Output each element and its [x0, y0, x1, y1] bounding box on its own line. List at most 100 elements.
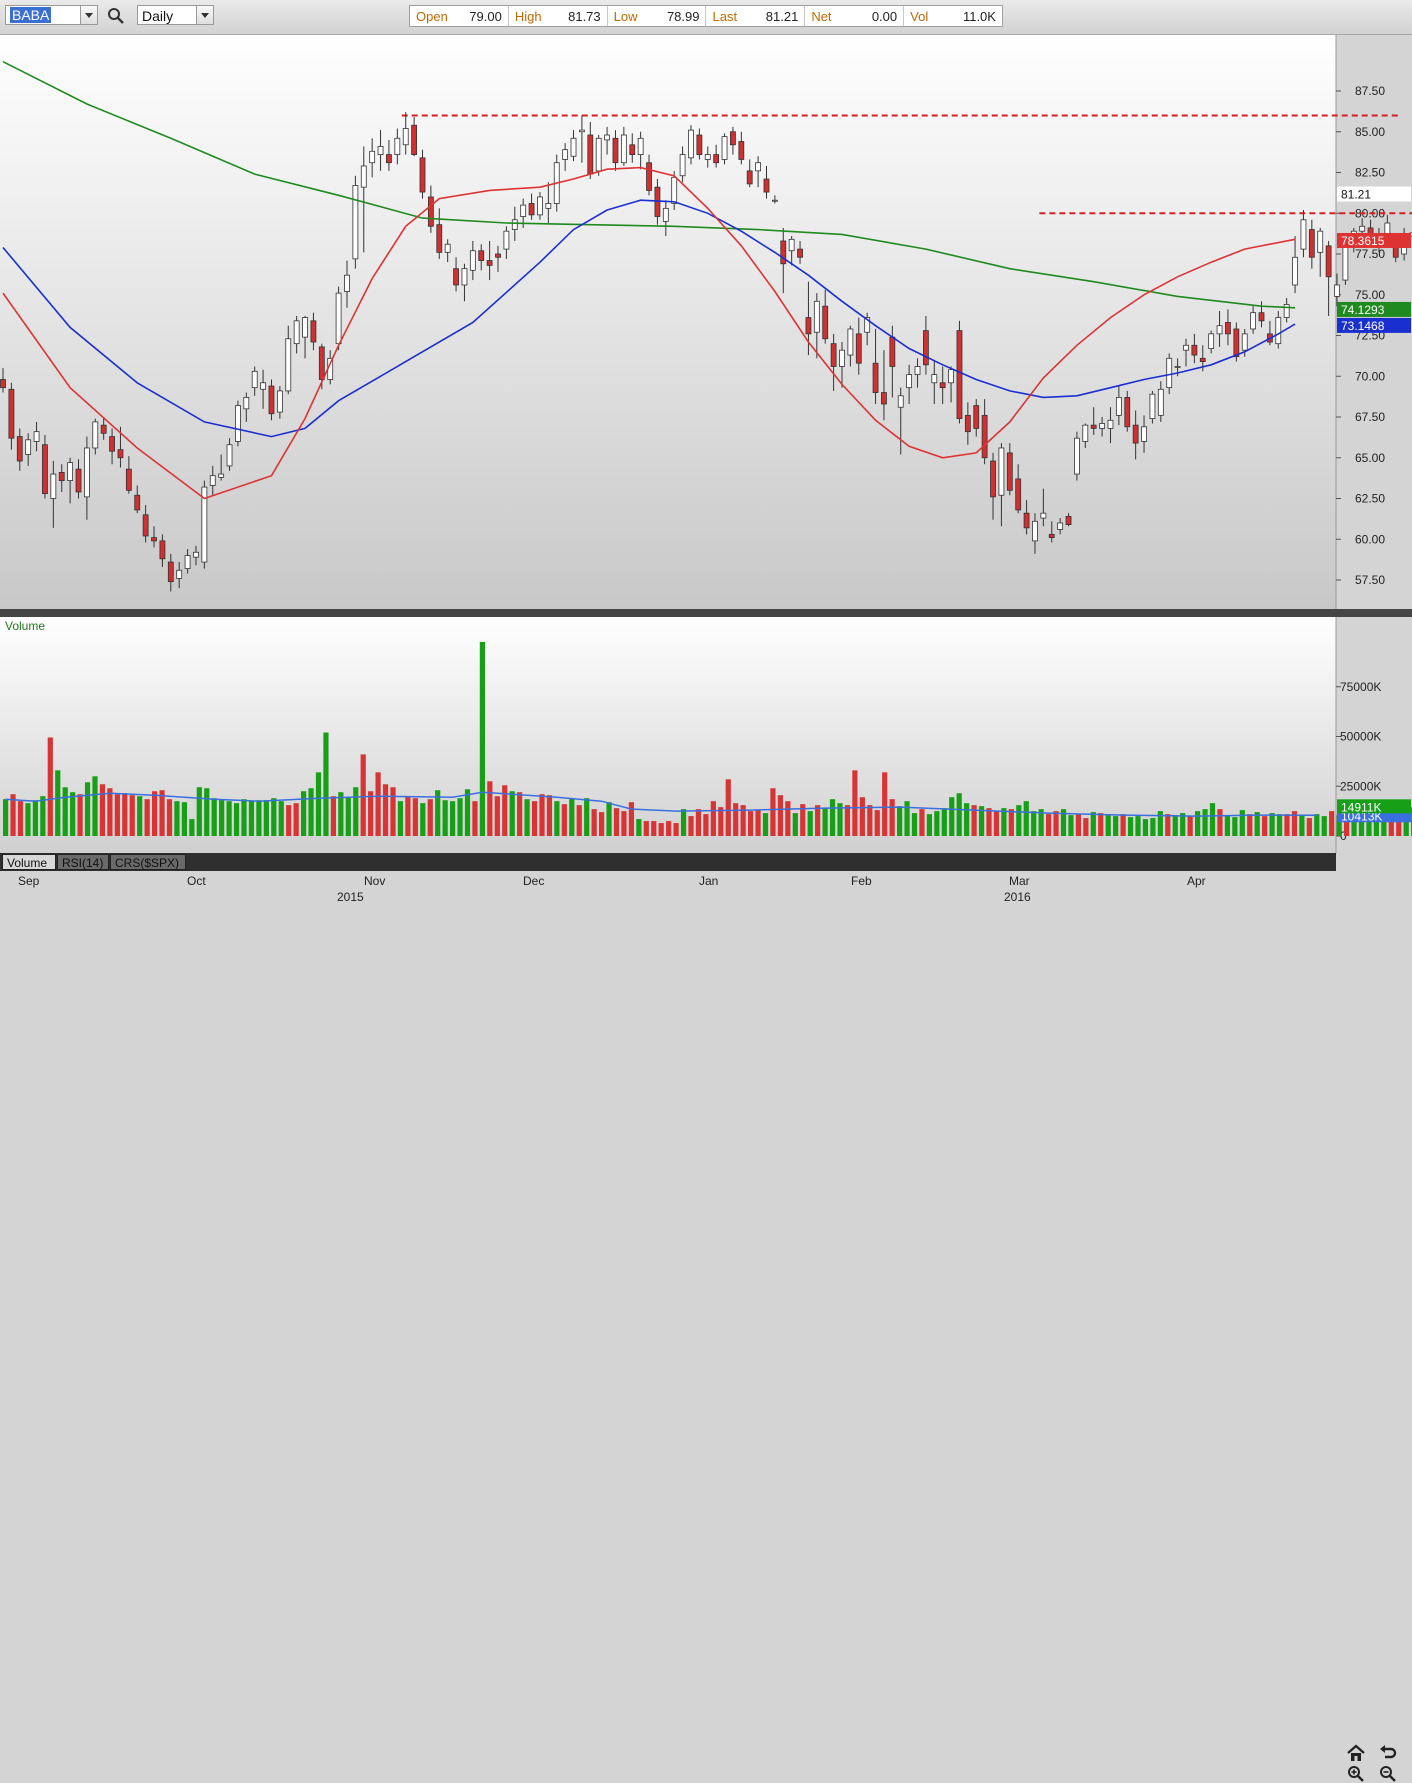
- volume-bar: [18, 801, 23, 836]
- candle-body: [395, 138, 400, 154]
- symbol-dropdown-button[interactable]: [80, 6, 97, 24]
- volume-bar: [1091, 812, 1096, 836]
- candle-body: [1234, 329, 1239, 357]
- volume-bar: [860, 797, 865, 836]
- volume-bar: [1202, 809, 1207, 836]
- volume-bar: [711, 801, 716, 836]
- volume-bar: [1270, 813, 1275, 836]
- volume-bar: [376, 772, 381, 836]
- month-label: Oct: [187, 874, 206, 888]
- price-plot-area: [0, 35, 1336, 609]
- candle-body: [789, 239, 794, 250]
- volume-bar: [1031, 811, 1036, 836]
- volume-bar: [368, 791, 373, 836]
- candle-body: [798, 249, 803, 257]
- candle-body: [504, 231, 509, 249]
- candle-body: [1, 380, 6, 388]
- candle-body: [93, 422, 98, 448]
- volume-bar: [227, 801, 232, 836]
- candle-body: [286, 339, 291, 391]
- candle-body: [772, 200, 777, 201]
- candle-body: [1142, 427, 1147, 442]
- volume-bar: [167, 799, 172, 836]
- price-chart[interactable]: 57.5060.0062.5065.0067.5070.0072.5075.00…: [0, 35, 1412, 609]
- candle-body: [1032, 521, 1037, 541]
- candle-body: [185, 556, 190, 569]
- volume-bar: [249, 801, 254, 836]
- quote-value: 81.21: [766, 9, 799, 24]
- panel-divider[interactable]: [0, 609, 1412, 617]
- candle-body: [479, 251, 484, 261]
- volume-bar: [353, 787, 358, 836]
- price-axis-label: 87.50: [1355, 84, 1385, 98]
- candle-body: [1049, 534, 1054, 537]
- candle-body: [814, 301, 819, 332]
- candle-body: [412, 125, 417, 154]
- volume-bar: [331, 796, 336, 836]
- volume-bar: [986, 808, 991, 836]
- volume-bar: [867, 805, 872, 836]
- candle-body: [1225, 322, 1230, 333]
- candle-body: [437, 225, 442, 253]
- volume-bar: [390, 787, 395, 836]
- volume-axis-label: 75000K: [1340, 680, 1381, 694]
- volume-bar: [748, 811, 753, 836]
- candle-body: [982, 415, 987, 457]
- candle-body: [386, 155, 391, 163]
- candle-body: [848, 329, 853, 355]
- candle-body: [638, 138, 643, 154]
- candle-body: [445, 244, 450, 252]
- volume-bar: [92, 776, 97, 836]
- candle-body: [1066, 516, 1071, 524]
- candle-body: [1360, 226, 1365, 231]
- candle-body: [1175, 366, 1180, 367]
- candle-body: [1192, 345, 1197, 355]
- volume-bar: [1277, 814, 1282, 836]
- candle-body: [1058, 523, 1063, 530]
- ma-slow-label: 74.1293: [1341, 303, 1385, 317]
- volume-bar: [472, 801, 477, 836]
- zoom-out-icon[interactable]: [1378, 1764, 1398, 1782]
- price-axis-label: 60.00: [1355, 532, 1385, 546]
- undo-icon[interactable]: [1378, 1744, 1398, 1762]
- volume-bar: [413, 798, 418, 836]
- volume-bar: [241, 799, 246, 836]
- candle-body: [1125, 397, 1130, 426]
- candle-body: [76, 469, 81, 492]
- candle-body: [1309, 230, 1314, 258]
- tab-rsi[interactable]: RSI(14): [57, 854, 109, 870]
- candle-body: [370, 151, 375, 162]
- tab-crs[interactable]: CRS($SPX): [110, 854, 186, 870]
- volume-bar: [1001, 808, 1006, 836]
- volume-bar: [517, 792, 522, 836]
- volume-bar: [755, 810, 760, 836]
- symbol-input[interactable]: BABA: [5, 5, 98, 25]
- interval-dropdown-button[interactable]: [196, 6, 213, 24]
- volume-bar: [957, 793, 962, 836]
- candle-body: [1108, 420, 1113, 428]
- indicator-tabs: Volume RSI(14) CRS($SPX): [0, 853, 1336, 871]
- volume-title: Volume: [5, 619, 45, 633]
- interval-select[interactable]: Daily: [137, 5, 214, 25]
- tab-volume[interactable]: Volume: [2, 854, 56, 870]
- volume-bar: [420, 803, 425, 836]
- volume-bar: [1024, 801, 1029, 836]
- volume-bar: [584, 798, 589, 836]
- search-button[interactable]: [106, 6, 126, 26]
- volume-bar: [256, 800, 261, 836]
- home-icon[interactable]: [1346, 1744, 1366, 1762]
- volume-bar: [1009, 809, 1014, 836]
- zoom-in-icon[interactable]: [1346, 1764, 1366, 1782]
- candle-body: [697, 135, 702, 155]
- volume-bar: [115, 794, 120, 836]
- volume-bar: [778, 795, 783, 836]
- candle-body: [915, 366, 920, 374]
- candle-body: [923, 331, 928, 365]
- candle-body: [1091, 425, 1096, 428]
- volume-bar: [1098, 813, 1103, 836]
- volume-bar: [1053, 811, 1058, 836]
